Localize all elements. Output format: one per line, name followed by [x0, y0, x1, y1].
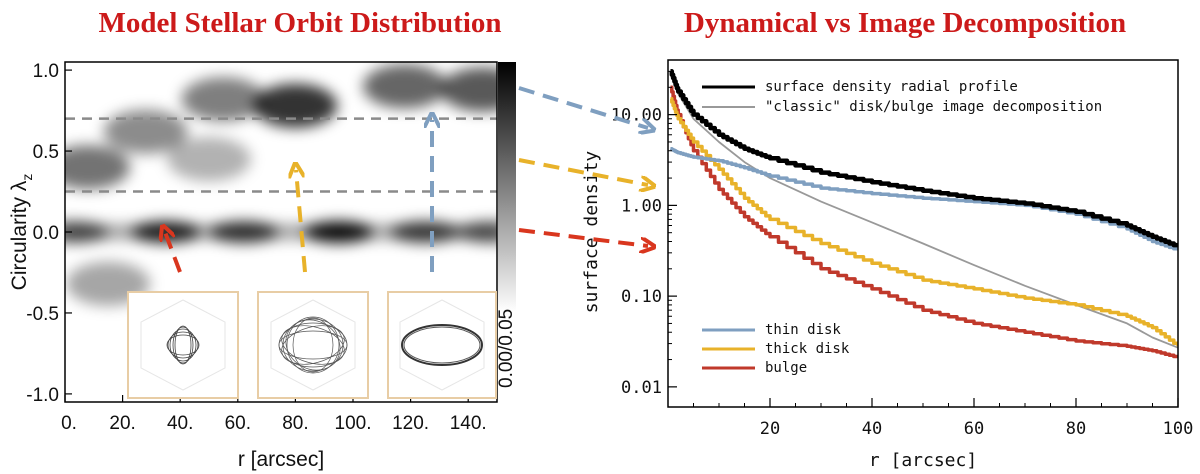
density-blob-7 [103, 109, 188, 154]
component-arrows [165, 86, 648, 273]
density-blob-11 [440, 67, 497, 112]
right-y-tick-label-2: 0.10 [621, 287, 662, 307]
left-y-tick-label-2: 0.0 [33, 223, 59, 244]
arrow-thick-disk-right [518, 158, 648, 185]
right-y-tick-label-3: 0.01 [621, 378, 662, 398]
arrow-thin-disk-right [518, 86, 648, 128]
left-x-tick-label-7: 140. [450, 413, 487, 434]
left-x-tick-label-2: 40. [167, 413, 193, 434]
left-chart-title: Model Stellar Orbit Distribution [98, 7, 501, 39]
orbit-inset-thick-disk [257, 291, 369, 399]
left-x-tick-label-0: 0. [61, 413, 77, 434]
density-blob-13 [167, 137, 251, 182]
right-x-tick-label-0: 20 [760, 419, 780, 439]
colorbar [498, 62, 516, 312]
right-y-axis-label: surface density [581, 151, 602, 314]
density-blob-0 [65, 221, 108, 243]
density-blob-10 [362, 64, 447, 109]
arrow-bulge-right [518, 228, 648, 246]
legend-label-bottom-0: thin disk [765, 322, 841, 338]
left-x-tick-label-4: 80. [282, 413, 308, 434]
series-surface-density-radial-profile [669, 69, 1178, 248]
left-y-tick-label-0: 1.0 [33, 61, 59, 82]
right-chart-title: Dynamical vs Image Decomposition [684, 7, 1126, 39]
left-y-axis-label: Circularity λz [8, 174, 35, 291]
orbit-inset-thin-disk [387, 291, 497, 399]
left-y-tick-label-4: -1.0 [26, 385, 59, 406]
orbit-inset-bulge [127, 291, 239, 399]
series-thick-disk [670, 96, 1178, 347]
arrow-bulge-up [165, 232, 182, 273]
right-x-tick-label-1: 40 [862, 419, 882, 439]
series-bulge [670, 85, 1178, 359]
series-thin-disk [670, 147, 1178, 251]
density-blob-6 [65, 145, 131, 190]
legend-label-bottom-2: bulge [765, 360, 807, 376]
colorbar-label: 0.00/0.05 [496, 309, 517, 388]
legend-label-top-0: surface density radial profile [765, 79, 1018, 95]
left-x-axis-label: r [arcsec] [238, 448, 324, 471]
surface-density-chart: 20 40 60 80 100 10.00 1.00 0.10 0.01 r [arcsec]… [581, 59, 1194, 471]
left-x-tick-label-5: 100. [335, 413, 372, 434]
left-y-tick-label-1: 0.5 [33, 142, 59, 163]
series--classic-disk-bulge-image-decomposition [669, 73, 1178, 349]
density-blob-4 [391, 221, 459, 243]
right-x-axis-label: r [arcsec] [869, 450, 977, 471]
density-blob-5 [457, 221, 497, 243]
orbit-heatmap: 0.00/0.05 0. 20. 40. 60. 80. 100. 120. 140. 1.0… [8, 61, 517, 471]
left-x-tick-label-1: 20. [109, 413, 135, 434]
right-x-tick-label-3: 80 [1066, 419, 1086, 439]
right-y-tick-label-0: 10.00 [611, 106, 662, 126]
left-x-tick-label-6: 120. [392, 413, 429, 434]
right-y-tick-label-1: 1.00 [621, 196, 662, 216]
density-blob-2 [209, 221, 278, 243]
legend-label-bottom-1: thick disk [765, 341, 850, 357]
arrow-thick-disk-up [296, 170, 307, 273]
density-blob-9 [253, 83, 338, 128]
density-blob-3 [304, 221, 373, 243]
right-x-tick-label-2: 60 [964, 419, 984, 439]
legend-label-top-1: "classic" disk/bulge image decomposition [765, 99, 1102, 115]
density-blob-8 [181, 77, 266, 122]
right-x-tick-label-4: 100 [1163, 419, 1194, 439]
left-x-tick-label-3: 60. [225, 413, 251, 434]
left-y-tick-label-3: -0.5 [26, 304, 59, 325]
